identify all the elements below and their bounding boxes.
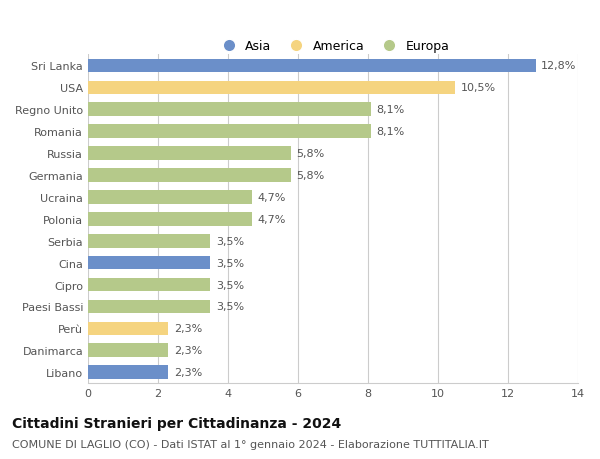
Bar	[88, 300, 211, 313]
Bar	[88, 147, 291, 161]
Legend: Asia, America, Europa: Asia, America, Europa	[211, 35, 455, 58]
Bar	[88, 278, 211, 292]
Bar	[88, 213, 253, 226]
Text: Cittadini Stranieri per Cittadinanza - 2024: Cittadini Stranieri per Cittadinanza - 2…	[12, 416, 341, 430]
Bar	[88, 81, 455, 95]
Text: 5,8%: 5,8%	[296, 171, 325, 180]
Text: 12,8%: 12,8%	[541, 62, 577, 71]
Bar	[88, 125, 371, 139]
Bar	[88, 235, 211, 248]
Text: 8,1%: 8,1%	[377, 105, 405, 115]
Text: 10,5%: 10,5%	[461, 83, 496, 93]
Bar	[88, 103, 371, 117]
Bar	[88, 322, 169, 336]
Text: 3,5%: 3,5%	[216, 258, 244, 268]
Text: 3,5%: 3,5%	[216, 236, 244, 246]
Bar	[88, 190, 253, 204]
Bar	[88, 344, 169, 357]
Text: 3,5%: 3,5%	[216, 302, 244, 312]
Text: 4,7%: 4,7%	[258, 192, 286, 202]
Text: 2,3%: 2,3%	[174, 346, 202, 356]
Bar	[88, 60, 536, 73]
Text: 2,3%: 2,3%	[174, 324, 202, 334]
Text: 8,1%: 8,1%	[377, 127, 405, 137]
Bar	[88, 366, 169, 379]
Text: 5,8%: 5,8%	[296, 149, 325, 159]
Text: 2,3%: 2,3%	[174, 367, 202, 377]
Bar	[88, 169, 291, 182]
Text: COMUNE DI LAGLIO (CO) - Dati ISTAT al 1° gennaio 2024 - Elaborazione TUTTITALIA.: COMUNE DI LAGLIO (CO) - Dati ISTAT al 1°…	[12, 440, 489, 449]
Bar	[88, 256, 211, 270]
Text: 3,5%: 3,5%	[216, 280, 244, 290]
Text: 4,7%: 4,7%	[258, 214, 286, 224]
